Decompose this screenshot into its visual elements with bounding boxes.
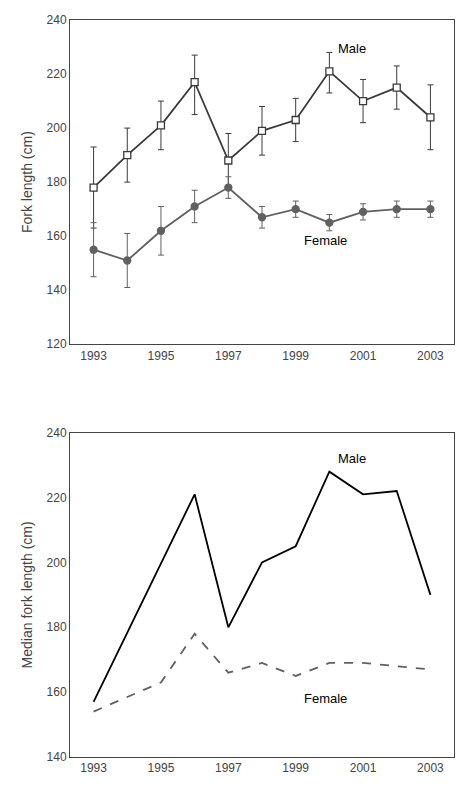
- svg-text:Female: Female: [304, 233, 347, 248]
- svg-text:1993: 1993: [80, 761, 107, 775]
- svg-text:2003: 2003: [417, 349, 444, 363]
- svg-text:120: 120: [47, 337, 67, 351]
- svg-text:220: 220: [47, 491, 67, 505]
- svg-text:240: 240: [47, 13, 67, 27]
- svg-text:160: 160: [47, 229, 67, 243]
- svg-text:1999: 1999: [282, 349, 309, 363]
- svg-text:Male: Male: [338, 451, 366, 466]
- svg-text:Median fork length (cm): Median fork length (cm): [19, 521, 35, 668]
- svg-text:2001: 2001: [350, 349, 377, 363]
- svg-text:220: 220: [47, 67, 67, 81]
- svg-text:200: 200: [47, 556, 67, 570]
- svg-text:2001: 2001: [350, 761, 377, 775]
- svg-text:140: 140: [47, 750, 67, 764]
- svg-text:140: 140: [47, 283, 67, 297]
- svg-text:200: 200: [47, 121, 67, 135]
- svg-text:2003: 2003: [417, 761, 444, 775]
- svg-text:240: 240: [47, 426, 67, 440]
- svg-text:180: 180: [47, 620, 67, 634]
- svg-text:1997: 1997: [215, 761, 242, 775]
- svg-text:1995: 1995: [148, 349, 175, 363]
- svg-text:Male: Male: [338, 41, 366, 56]
- svg-text:180: 180: [47, 175, 67, 189]
- svg-text:1997: 1997: [215, 349, 242, 363]
- svg-text:Fork length (cm): Fork length (cm): [19, 131, 35, 233]
- svg-text:1995: 1995: [148, 761, 175, 775]
- svg-text:1999: 1999: [282, 761, 309, 775]
- svg-text:160: 160: [47, 685, 67, 699]
- svg-text:1993: 1993: [80, 349, 107, 363]
- svg-text:Female: Female: [304, 691, 347, 706]
